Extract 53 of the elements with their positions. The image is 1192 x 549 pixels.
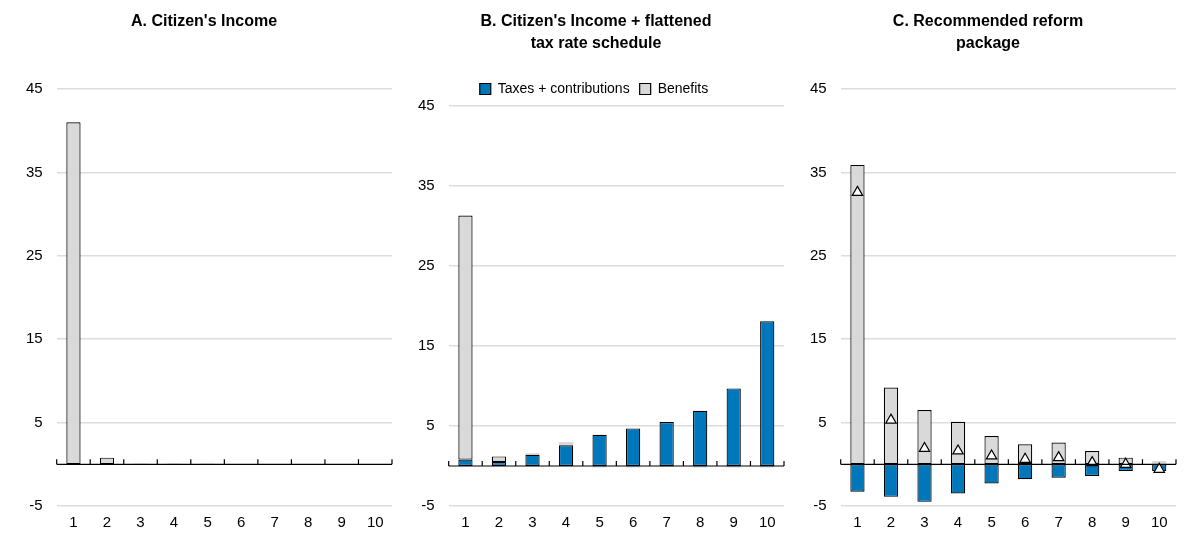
y-tick-label: 15 xyxy=(26,329,43,347)
x-tick-label: 7 xyxy=(662,513,671,531)
y-tick-label: 15 xyxy=(810,329,827,347)
y-tick-label: 5 xyxy=(34,412,43,430)
x-tick-label: 1 xyxy=(69,513,78,531)
y-tick-label: -5 xyxy=(29,496,43,514)
x-tick-label: 4 xyxy=(953,513,963,531)
y-tick-label: 25 xyxy=(26,245,43,263)
x-tick-label: 9 xyxy=(1121,513,1130,531)
chart-title: B. Citizen's Income + flattened tax rate schedule xyxy=(479,11,713,53)
y-tick-label: 5 xyxy=(818,412,827,430)
y-tick-label: 35 xyxy=(26,162,43,180)
x-tick-label: 6 xyxy=(1020,513,1030,531)
y-tick-label: 25 xyxy=(418,256,435,274)
chart-title: C. Recommended reform package xyxy=(891,11,1085,53)
y-tick-label: -5 xyxy=(813,496,827,514)
x-tick-label: 5 xyxy=(595,513,604,531)
x-tick-label: 5 xyxy=(203,513,212,531)
legend-label: Benefits xyxy=(657,79,709,96)
legend-label: Taxes + contributions xyxy=(497,79,630,96)
x-tick-label: 8 xyxy=(1088,513,1097,531)
chart-title: A. Citizen's Income xyxy=(129,11,279,31)
y-tick-label: 15 xyxy=(418,336,435,354)
x-tick-label: 7 xyxy=(1054,513,1063,531)
y-tick-label: -5 xyxy=(421,496,435,514)
x-tick-label: 1 xyxy=(461,513,470,531)
y-tick-label: 35 xyxy=(810,162,827,180)
y-tick-label: 25 xyxy=(810,245,827,263)
x-tick-label: 8 xyxy=(304,513,313,531)
x-tick-label: 10 xyxy=(1150,513,1168,531)
x-tick-label: 8 xyxy=(696,513,705,531)
x-tick-label: 4 xyxy=(561,513,571,531)
x-tick-label: 1 xyxy=(853,513,862,531)
x-tick-label: 5 xyxy=(987,513,996,531)
x-tick-label: 3 xyxy=(528,513,537,531)
x-tick-label: 6 xyxy=(628,513,638,531)
x-tick-label: 2 xyxy=(102,513,112,531)
x-tick-label: 3 xyxy=(136,513,145,531)
x-tick-label: 6 xyxy=(236,513,246,531)
x-tick-label: 9 xyxy=(337,513,346,531)
x-tick-label: 2 xyxy=(886,513,896,531)
y-tick-label: 35 xyxy=(418,176,435,194)
x-tick-label: 4 xyxy=(169,513,179,531)
y-tick-label: 45 xyxy=(418,96,435,114)
x-tick-label: 9 xyxy=(729,513,738,531)
x-tick-label: 2 xyxy=(494,513,504,531)
x-tick-label: 10 xyxy=(758,513,776,531)
y-tick-label: 45 xyxy=(26,79,43,97)
x-tick-label: 7 xyxy=(270,513,279,531)
y-tick-label: 5 xyxy=(426,416,435,434)
x-tick-label: 10 xyxy=(366,513,384,531)
y-tick-label: 45 xyxy=(810,79,827,97)
x-tick-label: 3 xyxy=(920,513,929,531)
